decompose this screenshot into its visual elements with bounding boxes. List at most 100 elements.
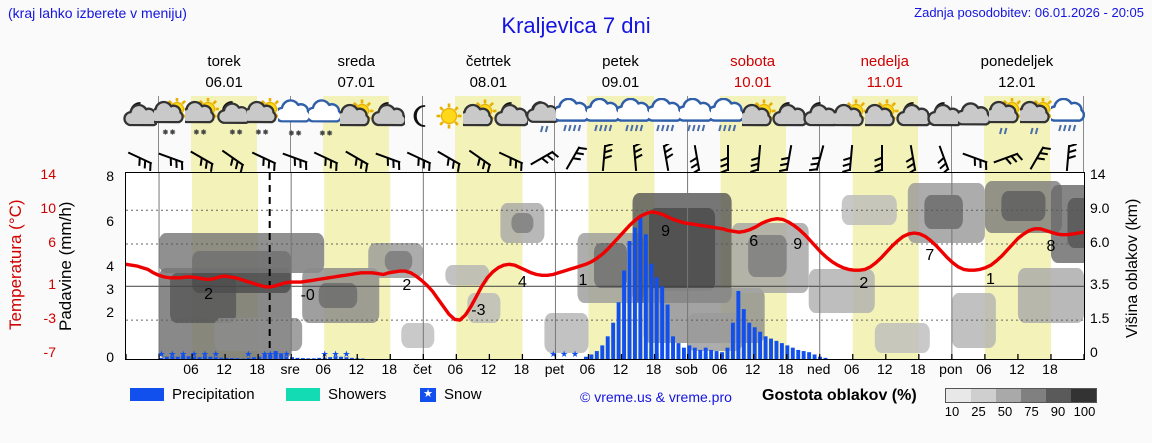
temperature-value-label: -0 (300, 287, 315, 305)
cloud-density-step-10 (946, 389, 971, 402)
day-name: petek (602, 53, 639, 70)
cloud-density-step-90 (1046, 389, 1071, 402)
weather-icon-sun-cloud (859, 98, 899, 142)
legend-precipitation: Precipitation (130, 386, 255, 403)
day-separator (290, 144, 292, 172)
wind-barb (371, 144, 405, 172)
svg-text:★: ★ (571, 350, 579, 359)
svg-text:★: ★ (266, 350, 274, 359)
weather-icon-sun-cloud-snow (241, 97, 282, 142)
x-axis-tick: čet (412, 361, 432, 377)
wind-barb (123, 144, 157, 172)
day-header-band: torek 06.01 sreda 07.01 četrtek 08.01 petek 09.… (125, 52, 1085, 96)
svg-text:★: ★ (168, 350, 176, 359)
x-axis-tick: 18 (910, 361, 926, 377)
day-separator (1083, 144, 1084, 172)
temperature-value-label: 2 (204, 285, 214, 303)
last-updated-label: Zadnja posodobitev: 06.01.2026 - 20:05 (914, 5, 1144, 20)
wind-barb-row (123, 141, 1085, 176)
weather-icon-moon-cloud-snow (216, 98, 252, 142)
cloud-density-step-100 (1071, 389, 1096, 402)
wind-barb (185, 144, 219, 172)
x-axis-tick: 06 (711, 361, 728, 377)
showers-swatch (286, 388, 320, 401)
cloud-density-scale-label: 50 (997, 404, 1013, 419)
wind-barb (154, 144, 188, 172)
weather-icon-sun-cloud-snow (179, 97, 220, 142)
day-date: 07.01 (337, 74, 375, 91)
cloud-density-legend-title: Gostota oblakov (%) (762, 387, 917, 404)
snow-legend-label: Snow (444, 386, 482, 403)
x-axis-tick: pet (544, 361, 565, 377)
precipitation-tick: 8 (106, 167, 114, 184)
temperature-value-label: 6 (749, 233, 759, 251)
temperature-value-label: -3 (471, 302, 486, 320)
x-axis-tick: 12 (216, 361, 232, 377)
weather-icon-sun-cloud-rain (1014, 97, 1055, 142)
day-header-1: torek 06.01 (158, 52, 290, 96)
daylight-band (851, 144, 918, 172)
cloud-density-scale-label: 75 (1024, 404, 1039, 419)
precipitation-axis-title: Padavine (mm/h) (56, 201, 75, 331)
cloud-height-tick: 0 (1090, 343, 1098, 360)
x-axis-tick: 06 (579, 361, 596, 377)
temperature-value-label: 1 (985, 271, 995, 289)
temperature-axis-title: Temperatura (°C) (6, 199, 25, 331)
day-separator (1083, 96, 1084, 144)
day-header-2: sreda 07.01 (290, 52, 422, 96)
day-name: nedelja (860, 53, 909, 70)
daylight-band (719, 144, 786, 172)
wind-barb (618, 141, 652, 172)
temperature-tick: -3 (43, 310, 56, 327)
weather-icon-sun-cloud (334, 98, 374, 142)
day-header-3: četrtek 08.01 (422, 52, 554, 96)
svg-text:★: ★ (549, 350, 557, 359)
x-axis-tick: 06 (315, 361, 331, 377)
wind-barb (525, 144, 560, 172)
wind-barb (958, 144, 992, 172)
wind-barb (896, 144, 930, 175)
x-axis-labels: 06 12 18 sre 06 12 18 čet 06 12 18 pet 06 12 18 sob 06 12… (125, 361, 1085, 381)
day-separator (686, 144, 688, 172)
cloud-height-tick: 1.5 (1090, 310, 1110, 327)
wind-barb (834, 144, 868, 173)
temperature-tick: -7 (43, 343, 56, 360)
meteogram-plot: ★★★★★★★★★★★★★★★★★ 2-02-34196927187 (125, 172, 1085, 360)
weather-icon-sun (432, 98, 466, 142)
svg-text:★: ★ (190, 350, 198, 359)
day-date: 09.01 (601, 74, 640, 91)
x-axis-tick: 12 (744, 361, 761, 377)
precipitation-tick: 4 (106, 258, 114, 275)
precipitation-swatch (130, 388, 164, 401)
weather-icon-cloud-snow (305, 98, 343, 142)
wind-barb (494, 144, 528, 172)
weather-icon-sun-cloud (828, 98, 868, 142)
day-name: četrtek (465, 53, 511, 70)
day-header-4: petek 09.01 (554, 52, 686, 96)
copyright-label: © vreme.us & vreme.pro (580, 389, 732, 405)
x-axis-tick: ned (807, 361, 831, 377)
svg-text:★: ★ (283, 350, 291, 359)
weather-icon-sun-cloud (457, 98, 497, 142)
day-header-7: ponedeljek 12.01 (951, 52, 1083, 96)
wind-barb (711, 144, 745, 174)
x-axis-tick: 12 (480, 361, 497, 377)
x-axis-tick: 18 (381, 361, 398, 377)
wind-barb (463, 144, 497, 173)
svg-text:★: ★ (212, 350, 220, 359)
temperature-value-label: 2 (859, 275, 869, 293)
weather-icon-moon-cloud (803, 98, 840, 142)
weather-icon-moon-cloud-rain (525, 98, 561, 142)
x-axis-tick: sre (280, 361, 300, 377)
day-header-5: sobota 10.01 (687, 52, 819, 96)
x-axis-tick: 12 (612, 361, 629, 377)
weather-icon-cloud-rain (613, 97, 652, 142)
showers-legend-label: Showers (328, 386, 387, 403)
weather-icon-cloud-rain (644, 97, 683, 142)
svg-text:★: ★ (157, 350, 165, 359)
wind-barb (989, 144, 1023, 172)
temperature-value-label: 7 (925, 246, 935, 264)
cloud-density-step-50 (996, 389, 1021, 402)
page-title: Kraljevica 7 dni (501, 13, 651, 38)
